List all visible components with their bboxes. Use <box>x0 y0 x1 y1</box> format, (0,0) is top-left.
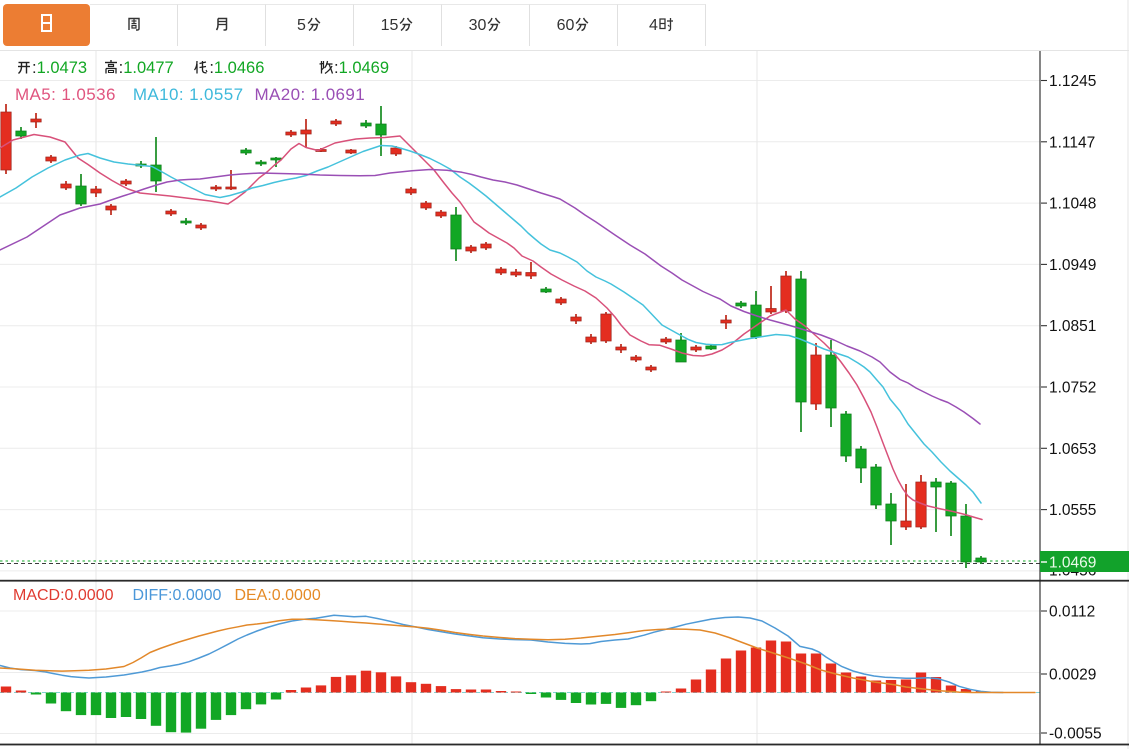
svg-text:1.1048: 1.1048 <box>1049 196 1096 213</box>
svg-text:1.0752: 1.0752 <box>1049 380 1096 397</box>
svg-text:1.0469: 1.0469 <box>1049 555 1096 572</box>
svg-text:1.0555: 1.0555 <box>1049 502 1096 519</box>
svg-text:1.0851: 1.0851 <box>1049 318 1096 335</box>
svg-text:1.0949: 1.0949 <box>1049 257 1096 274</box>
svg-text:1.1245: 1.1245 <box>1049 73 1096 90</box>
svg-text:0.0029: 0.0029 <box>1049 667 1096 684</box>
svg-text:0.0112: 0.0112 <box>1049 604 1095 621</box>
svg-text:1.1147: 1.1147 <box>1049 134 1095 151</box>
svg-text:-0.0055: -0.0055 <box>1049 726 1102 743</box>
svg-text:1.0653: 1.0653 <box>1049 441 1096 458</box>
